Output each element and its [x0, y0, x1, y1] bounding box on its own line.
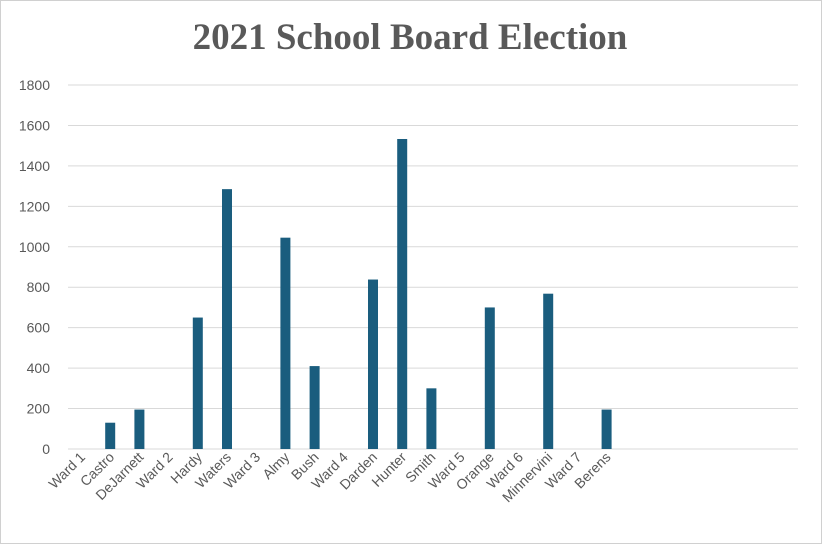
bar — [397, 138, 408, 449]
y-tick-label: 1200 — [19, 198, 50, 214]
bar — [543, 293, 554, 449]
bar — [105, 422, 116, 449]
y-tick-label: 1000 — [19, 239, 50, 255]
y-tick-label: 200 — [27, 401, 51, 417]
y-tick-label: 400 — [27, 360, 51, 376]
gridlines — [68, 84, 798, 450]
y-tick-label: 1600 — [19, 117, 50, 133]
y-tick-label: 1800 — [19, 77, 50, 93]
bar — [368, 279, 378, 449]
bar — [134, 409, 145, 449]
bar — [601, 409, 612, 449]
y-tick-label: 800 — [27, 279, 51, 295]
y-tick-label: 1400 — [19, 158, 50, 174]
bar — [309, 366, 320, 449]
bar — [426, 388, 437, 449]
y-tick-label: 0 — [42, 441, 50, 457]
x-tick-label: Ward 1 — [45, 449, 88, 492]
y-tick-label: 600 — [27, 320, 51, 336]
y-axis-labels: 0 200 400 600 800 1000 1200 1400 1600 1800 — [19, 77, 50, 457]
bar — [280, 237, 291, 449]
bar — [222, 189, 232, 449]
bars — [105, 138, 612, 449]
x-tick-label: Almy — [259, 449, 292, 482]
bar — [192, 317, 203, 449]
chart-title: 2021 School Board Election — [192, 17, 628, 58]
bar — [484, 307, 495, 449]
